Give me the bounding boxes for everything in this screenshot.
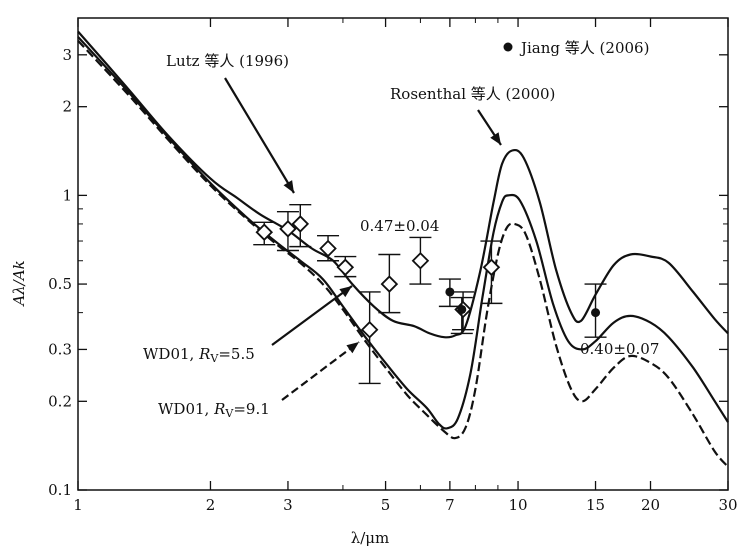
arrow-lutz-shaft — [224, 77, 295, 194]
wd01-rv91-r: R — [213, 400, 225, 418]
y-tick-label: 0.3 — [48, 340, 72, 358]
arrow-wd55-head — [339, 286, 352, 298]
arrow-wd55-shaft — [271, 285, 353, 346]
lutz-diamond — [411, 251, 430, 270]
wd01-rv55-value: =5.5 — [218, 345, 254, 363]
plot-border — [77, 17, 729, 491]
wd01-rv91-prefix: WD01, — [158, 400, 214, 418]
lutz-diamond — [336, 258, 355, 277]
wd01-rv55-r: R — [198, 345, 210, 363]
wd01-rv55-prefix: WD01, — [143, 345, 199, 363]
x-tick-label: 10 — [508, 496, 527, 514]
y-tick-label: 0.5 — [48, 275, 72, 293]
lutz-diamond — [291, 215, 310, 233]
arrow-lutz-head — [283, 180, 294, 193]
lutz-diamond — [380, 275, 399, 293]
curve-wd01-rv9.1 — [77, 39, 729, 468]
x-tick-label: 20 — [641, 496, 660, 514]
wd01-rv91-sub: V — [224, 407, 234, 420]
lutz-diamond — [279, 220, 297, 238]
wd01-rv55-label: WD01, RV=5.5 — [143, 345, 255, 365]
x-tick-label: 15 — [586, 496, 605, 514]
x-tick-label: 2 — [206, 496, 216, 514]
value-label-047: 0.47±0.04 — [360, 217, 439, 235]
arrow-rosenthal-head — [490, 132, 501, 145]
jiang-legend-marker — [503, 42, 513, 52]
wd01-rv91-value: =9.1 — [233, 400, 269, 418]
wd01-rv91-label: WD01, RV=9.1 — [158, 400, 270, 420]
arrow-wd91-head — [346, 342, 359, 354]
x-tick-label: 1 — [73, 496, 83, 514]
y-tick-label: 3 — [62, 46, 72, 64]
lutz-diamond — [482, 258, 501, 277]
jiang-dot — [457, 304, 467, 314]
wd01-rv55-sub: V — [209, 352, 219, 365]
curve-rosenthal — [77, 30, 729, 339]
lutz-label: Lutz 等人 (1996) — [166, 52, 289, 70]
jiang-legend-label: Jiang 等人 (2006) — [519, 39, 649, 57]
y-tick-label: 0.2 — [48, 392, 72, 410]
lutz-diamond — [255, 223, 274, 241]
lutz-diamond — [319, 239, 337, 258]
data-points — [253, 203, 607, 385]
plot-frame — [77, 17, 729, 491]
x-tick-label: 7 — [445, 496, 455, 514]
y-tick-label: 0.1 — [48, 481, 72, 499]
annotation-arrows — [224, 77, 502, 401]
lutz-diamond — [360, 320, 379, 339]
jiang-dot — [445, 287, 455, 297]
arrow-wd91-shaft — [281, 341, 360, 401]
y-tick-label: 2 — [62, 98, 72, 116]
x-tick-label: 5 — [381, 496, 391, 514]
x-tick-label: 30 — [718, 496, 737, 514]
y-tick-label: 1 — [62, 186, 72, 204]
axis-ticks: 1 2 3 5 7 10 15 20 30 0.1 0.2 0.3 0.5 1 2 3 — [48, 18, 738, 514]
jiang-dot — [591, 308, 601, 318]
value-label-040: 0.40±0.07 — [580, 340, 659, 358]
y-axis-title: Aλ/Ak — [10, 260, 28, 307]
rosenthal-label: Rosenthal 等人 (2000) — [390, 85, 555, 103]
x-axis-title: λ/μm — [351, 529, 390, 547]
x-tick-label: 3 — [283, 496, 293, 514]
